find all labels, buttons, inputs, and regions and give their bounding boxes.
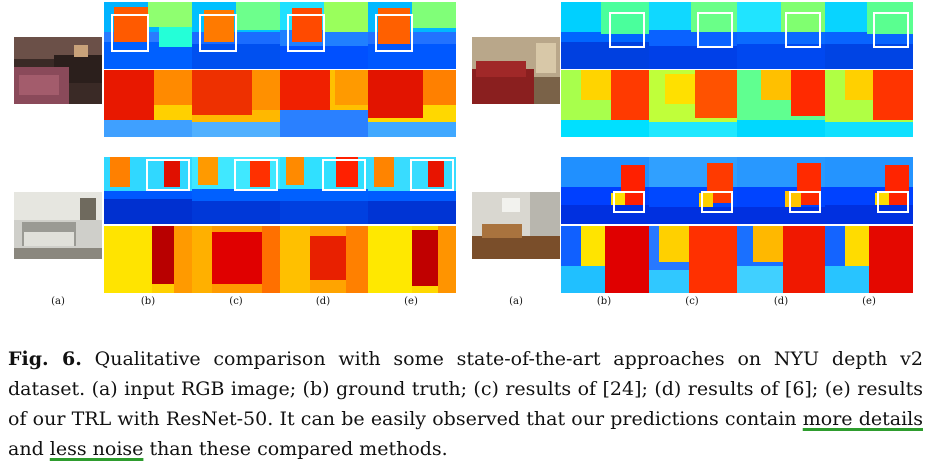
zoom-ours-top: [368, 70, 456, 137]
zoom-box: [410, 159, 454, 191]
zoom-ref6-top: [280, 70, 368, 137]
depth-map-ref6-top-right: [737, 2, 825, 69]
zoom-ref6-top-right: [737, 70, 825, 137]
zoom-ref6-bottom: [280, 226, 368, 293]
zoom-ours-bottom: [368, 226, 456, 293]
caption-text-2: and: [8, 438, 44, 460]
label-a-right: (a): [509, 296, 523, 307]
zoom-box: [789, 191, 821, 213]
zoom-ref6-bottom-right: [737, 226, 825, 293]
caption-text-3: than these compared methods.: [149, 438, 448, 460]
zoom-box: [701, 191, 733, 213]
zoom-box: [234, 159, 278, 191]
zoom-gt-top-right: [561, 70, 649, 137]
depth-map-ref6-bottom: [280, 157, 368, 224]
zoom-box: [873, 12, 909, 48]
depth-map-gt-top: [104, 2, 192, 69]
zoom-gt-bottom-right: [561, 226, 649, 293]
zoom-ref24-bottom-right: [649, 226, 737, 293]
label-c-left: (c): [229, 296, 243, 307]
label-d-left: (d): [315, 296, 331, 307]
depth-map-ours-top-right: [825, 2, 913, 69]
depth-map-ref24-bottom: [192, 157, 280, 224]
depth-map-ref24-bottom-right: [649, 157, 737, 224]
label-d-right: (d): [773, 296, 789, 307]
depth-map-ref24-top: [192, 2, 280, 69]
label-b-left: (b): [140, 296, 156, 307]
zoom-ours-bottom-right: [825, 226, 913, 293]
depth-map-ref24-top-right: [649, 2, 737, 69]
zoom-box: [111, 14, 149, 52]
zoom-ours-top-right: [825, 70, 913, 137]
caption-emphasis-less-noise: less noise: [49, 438, 144, 460]
zoom-box: [287, 14, 325, 52]
zoom-box: [375, 14, 413, 52]
zoom-ref24-bottom: [192, 226, 280, 293]
caption-emphasis-more-details: more details: [802, 408, 923, 430]
figure-caption: Fig. 6. Qualitative comparison with some…: [8, 344, 923, 464]
depth-map-gt-top-right: [561, 2, 649, 69]
zoom-box: [609, 12, 645, 48]
label-e-right: (e): [862, 296, 876, 307]
depth-map-ours-bottom-right: [825, 157, 913, 224]
depth-map-ref6-bottom-right: [737, 157, 825, 224]
zoom-box: [322, 159, 366, 191]
zoom-gt-top: [104, 70, 192, 137]
zoom-box: [146, 159, 190, 191]
depth-map-ours-top: [368, 2, 456, 69]
rgb-image-living-room: [472, 37, 560, 104]
zoom-box: [199, 14, 237, 52]
zoom-box: [785, 12, 821, 48]
zoom-box: [697, 12, 733, 48]
zoom-box: [613, 191, 645, 213]
depth-map-ours-bottom: [368, 157, 456, 224]
caption-title: Fig. 6.: [8, 348, 82, 370]
zoom-box: [877, 191, 909, 213]
label-b-right: (b): [596, 296, 612, 307]
depth-map-gt-bottom: [104, 157, 192, 224]
zoom-ref24-top-right: [649, 70, 737, 137]
label-c-right: (c): [685, 296, 699, 307]
zoom-ref24-top: [192, 70, 280, 137]
depth-map-gt-bottom-right: [561, 157, 649, 224]
rgb-image-bedroom: [14, 37, 102, 104]
rgb-image-room: [14, 192, 102, 259]
depth-map-ref6-top: [280, 2, 368, 69]
rgb-image-office: [472, 192, 560, 259]
caption-text-1: Qualitative comparison with some state-o…: [8, 348, 923, 430]
zoom-gt-bottom: [104, 226, 192, 293]
label-e-left: (e): [404, 296, 418, 307]
label-a-left: (a): [51, 296, 65, 307]
qualitative-figure: (a) (b) (c) (d) (e) (a) (b) (c) (d) (e): [14, 2, 913, 307]
